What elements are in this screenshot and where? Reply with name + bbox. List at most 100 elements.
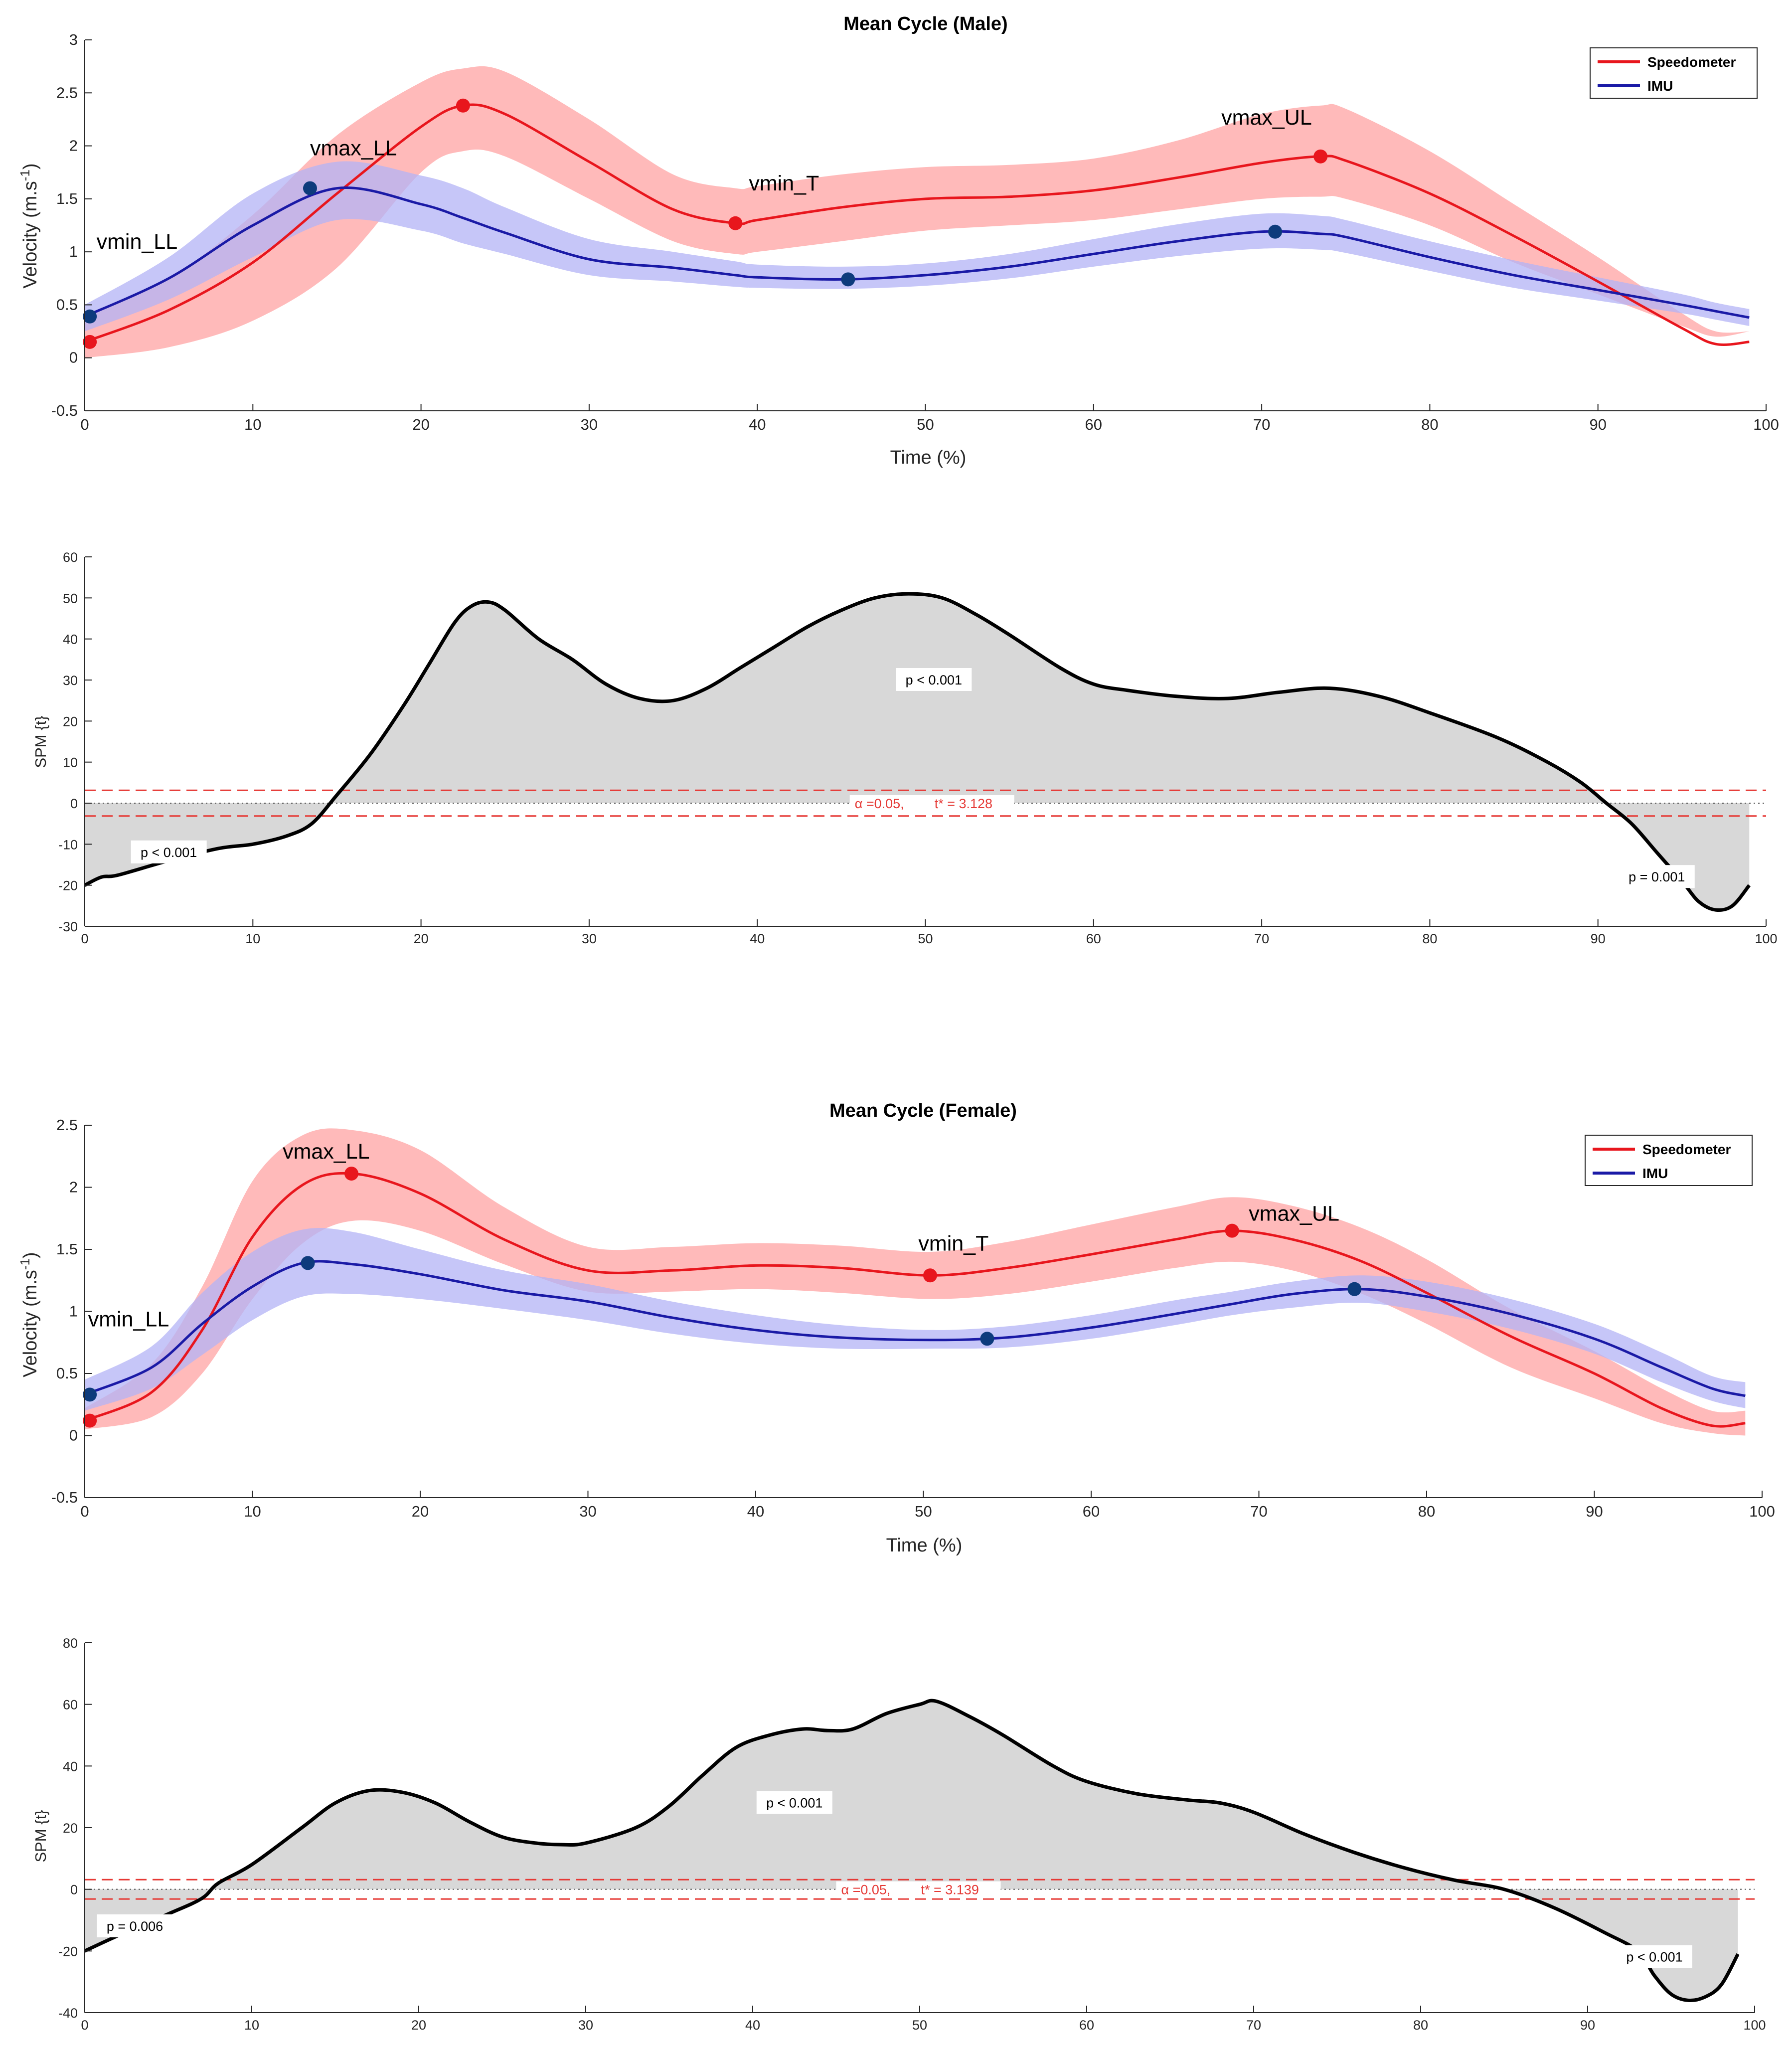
x-tick-label: 80: [1421, 416, 1438, 433]
imu-marker: [980, 1332, 994, 1346]
svg-text:p < 0.001: p < 0.001: [766, 1796, 822, 1811]
x-tick-label: 30: [581, 416, 598, 433]
svg-text:p = 0.006: p = 0.006: [107, 1919, 163, 1934]
x-tick-label: 50: [918, 931, 933, 946]
x-tick-label: 10: [245, 931, 260, 946]
speedometer-marker: [456, 98, 470, 113]
x-tick-label: 0: [81, 2018, 88, 2033]
annotation-vmax-ll: vmax_LL: [283, 1140, 369, 1164]
svg-text:p < 0.001: p < 0.001: [1626, 1950, 1682, 1965]
legend-label-speedometer: Speedometer: [1642, 1142, 1731, 1157]
y-tick-label: 0: [69, 1427, 78, 1444]
y-tick-label: 1: [69, 243, 78, 260]
x-tick-label: 80: [1422, 931, 1437, 946]
x-tick-label: 40: [747, 1503, 764, 1520]
x-tick-label: 60: [1079, 2018, 1094, 2033]
spm-curve: [84, 1699, 1740, 2003]
y-tick-label: 40: [63, 1759, 78, 1774]
p-value-box: p = 0.001: [1619, 865, 1695, 888]
chart-title: Mean Cycle (Male): [843, 13, 1007, 34]
y-tick-label: 2.5: [56, 1116, 78, 1134]
y-tick-label: 2: [69, 1179, 78, 1196]
imu-marker: [83, 1387, 97, 1402]
legend-label-imu: IMU: [1647, 78, 1673, 94]
imu-marker: [83, 309, 97, 324]
y-tick-label: 1.5: [56, 1240, 78, 1258]
x-tick-label: 10: [244, 416, 261, 433]
p-value-box: p < 0.001: [896, 668, 972, 691]
x-axis-label: Time (%): [886, 1535, 963, 1556]
imu-marker: [301, 1256, 315, 1270]
y-tick-label: 3: [69, 31, 78, 48]
x-tick-label: 60: [1086, 931, 1101, 946]
y-axis-label: SPM {t}: [32, 715, 49, 768]
imu-marker: [841, 272, 855, 287]
x-tick-label: 20: [412, 1503, 429, 1520]
x-tick-label: 90: [1591, 931, 1606, 946]
x-tick-label: 70: [1253, 416, 1270, 433]
x-tick-label: 60: [1085, 416, 1102, 433]
y-tick-label: -40: [58, 2006, 78, 2021]
y-tick-label: 10: [63, 755, 78, 770]
x-tick-label: 100: [1755, 931, 1777, 946]
annotation-vmax-ul: vmax_UL: [1249, 1202, 1339, 1226]
x-tick-label: 0: [80, 416, 89, 433]
x-tick-label: 90: [1580, 2018, 1595, 2033]
threshold-t-text: t* = 3.139: [921, 1883, 979, 1897]
x-tick-label: 0: [81, 931, 88, 946]
y-tick-label: 60: [63, 550, 78, 565]
spm-curve: [84, 592, 1751, 912]
y-tick-label: 0.5: [56, 1365, 78, 1382]
x-tick-label: 80: [1413, 2018, 1428, 2033]
speedometer-mean-line: [84, 103, 1750, 346]
x-tick-label: 40: [750, 931, 765, 946]
female-spm-chart: 0 10 20 30 40 50 60 70 80 90 100 -40 -20 0 20 40 60 80 α …: [32, 1636, 1766, 2033]
y-tick-label: 0: [69, 349, 78, 366]
x-tick-label: 70: [1246, 2018, 1261, 2033]
annotation-vmin-t: vmin_T: [749, 171, 819, 195]
x-tick-label: 10: [244, 2018, 259, 2033]
y-axis-label: SPM {t}: [32, 1810, 49, 1862]
x-tick-label: 80: [1418, 1503, 1435, 1520]
speedometer-marker: [1225, 1223, 1239, 1238]
spm-area-fill: [85, 1701, 1738, 2001]
y-tick-label: 1: [69, 1303, 78, 1320]
x-tick-label: 40: [745, 2018, 760, 2033]
speedometer-marker: [83, 1413, 97, 1428]
x-tick-label: 70: [1250, 1503, 1267, 1520]
y-axis-label: Velocity (m.s-1): [17, 1252, 41, 1377]
y-tick-label: 1.5: [56, 190, 78, 207]
threshold-alpha-text: α =0.05,: [841, 1883, 891, 1897]
x-tick-label: 90: [1589, 416, 1606, 433]
x-tick-label: 50: [915, 1503, 932, 1520]
x-tick-label: 50: [917, 416, 934, 433]
y-tick-label: 80: [63, 1636, 78, 1651]
x-tick-label: 20: [411, 2018, 426, 2033]
y-tick-label: 2: [69, 137, 78, 155]
x-tick-label: 30: [582, 931, 597, 946]
speedometer-marker: [83, 335, 97, 349]
annotation-vmin-ll: vmin_LL: [88, 1307, 169, 1331]
legend: Speedometer IMU: [1590, 47, 1758, 99]
spm-area-fill: [85, 594, 1750, 910]
x-tick-label: 50: [912, 2018, 927, 2033]
speedometer-sd-band: [85, 1128, 1746, 1436]
svg-text:p < 0.001: p < 0.001: [141, 845, 197, 860]
y-tick-label: -20: [58, 878, 78, 893]
imu-mean-line: [84, 186, 1750, 319]
y-tick-label: 2.5: [56, 84, 78, 101]
imu-marker: [303, 181, 317, 195]
y-tick-label: 20: [63, 1821, 78, 1836]
p-value-box: p < 0.001: [1617, 1945, 1692, 1968]
p-value-box: p = 0.006: [97, 1914, 173, 1937]
x-tick-label: 100: [1753, 416, 1779, 433]
y-tick-label: -10: [58, 837, 78, 852]
x-tick-label: 40: [749, 416, 766, 433]
y-tick-label: 0: [70, 796, 78, 811]
y-tick-label: 20: [63, 714, 78, 729]
y-axis-label: Velocity (m.s-1): [17, 163, 41, 288]
threshold-label: α =0.05, t* = 3.139: [836, 1881, 1001, 1898]
y-tick-label: -20: [58, 1944, 78, 1959]
imu-marker: [1347, 1282, 1362, 1296]
